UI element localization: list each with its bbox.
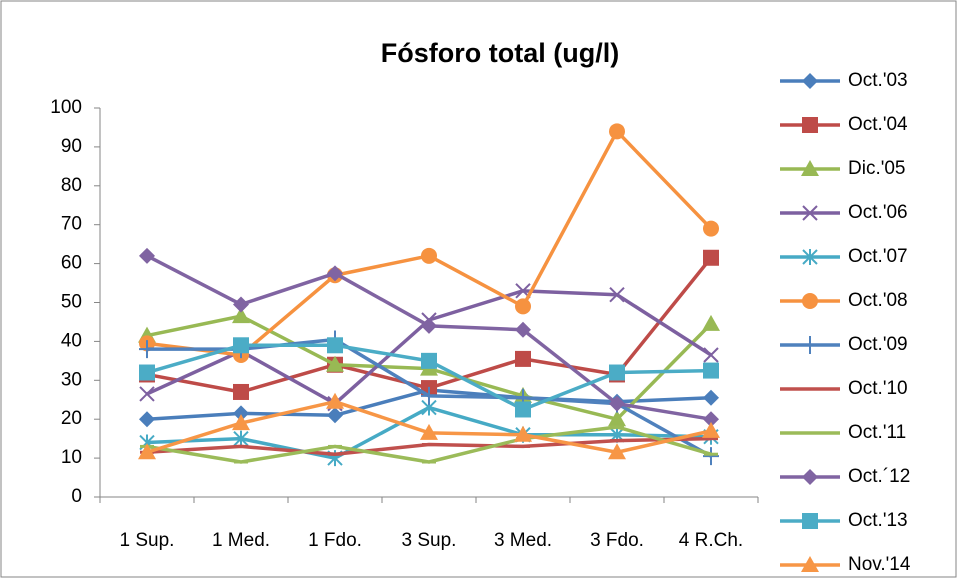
marker xyxy=(232,414,250,431)
legend-label: Oct.'10 xyxy=(848,378,908,399)
marker xyxy=(802,293,818,309)
marker xyxy=(326,392,344,409)
y-tick-label: 50 xyxy=(61,292,82,313)
marker xyxy=(420,423,438,440)
legend-label: Oct.'09 xyxy=(848,334,908,355)
marker xyxy=(233,405,249,422)
legend-label: Oct.'08 xyxy=(848,290,908,311)
legend-label: Oct.'11 xyxy=(848,422,906,443)
x-tick-label: 1 Fdo. xyxy=(308,530,362,551)
marker xyxy=(421,247,437,264)
y-tick-label: 80 xyxy=(61,175,82,196)
marker xyxy=(139,247,155,264)
marker xyxy=(608,443,626,460)
marker xyxy=(703,249,719,266)
y-tick-label: 0 xyxy=(71,486,82,507)
marker xyxy=(802,469,818,485)
y-tick-label: 90 xyxy=(61,136,82,157)
marker xyxy=(802,117,818,133)
marker xyxy=(233,296,249,313)
marker xyxy=(139,340,155,359)
marker xyxy=(609,364,625,381)
legend-label: Nov.'14 xyxy=(848,554,911,575)
marker xyxy=(703,389,719,406)
marker xyxy=(515,350,531,367)
y-tick-label: 100 xyxy=(50,97,82,118)
marker xyxy=(703,411,719,428)
marker xyxy=(802,336,818,354)
y-tick-label: 20 xyxy=(61,408,82,429)
legend-label: Oct.'13 xyxy=(848,510,908,531)
marker xyxy=(138,443,156,460)
legend-label: Oct.'06 xyxy=(848,202,908,223)
legend-label: Oct.'04 xyxy=(848,114,908,135)
marker xyxy=(703,447,719,466)
x-tick-label: 4 R.Ch. xyxy=(679,530,743,551)
marker xyxy=(703,362,719,379)
marker xyxy=(608,410,626,427)
legend-label: Oct.'03 xyxy=(848,70,908,91)
marker xyxy=(609,123,625,140)
x-tick-label: 3 Fdo. xyxy=(590,530,644,551)
y-tick-label: 30 xyxy=(61,369,82,390)
x-tick-label: 3 Sup. xyxy=(402,530,457,551)
marker xyxy=(233,383,249,400)
marker xyxy=(609,395,625,412)
marker xyxy=(139,386,155,402)
marker xyxy=(802,249,818,265)
marker xyxy=(801,556,819,572)
marker xyxy=(327,407,343,424)
y-tick-label: 10 xyxy=(61,447,82,468)
x-tick-label: 3 Med. xyxy=(494,530,552,551)
marker xyxy=(327,265,343,282)
x-tick-label: 1 Med. xyxy=(212,530,270,551)
y-tick-label: 70 xyxy=(61,214,82,235)
legend-label: Oct.'07 xyxy=(848,246,908,267)
x-tick-label: 1 Sup. xyxy=(120,530,175,551)
marker xyxy=(702,314,720,331)
marker xyxy=(327,337,343,354)
legend-label: Oct.´12 xyxy=(848,466,910,487)
marker xyxy=(233,430,249,447)
y-tick-label: 40 xyxy=(61,330,82,351)
marker xyxy=(139,411,155,428)
y-tick-label: 60 xyxy=(61,253,82,274)
marker xyxy=(702,421,720,438)
marker xyxy=(703,347,719,363)
marker xyxy=(609,287,625,303)
marker xyxy=(802,205,818,221)
marker xyxy=(232,307,250,324)
marker xyxy=(421,352,437,369)
marker xyxy=(801,160,819,176)
chart-title: Fósforo total (ug/l) xyxy=(381,38,619,68)
marker xyxy=(421,386,437,405)
marker xyxy=(421,317,437,334)
marker xyxy=(233,337,249,354)
marker xyxy=(802,73,818,89)
marker xyxy=(514,425,532,442)
marker xyxy=(515,321,531,338)
marker xyxy=(703,220,719,237)
marker xyxy=(515,298,531,315)
marker xyxy=(802,513,818,529)
legend-label: Dic.'05 xyxy=(848,158,905,179)
marker xyxy=(515,401,531,418)
marker xyxy=(326,355,344,372)
marker xyxy=(139,364,155,381)
